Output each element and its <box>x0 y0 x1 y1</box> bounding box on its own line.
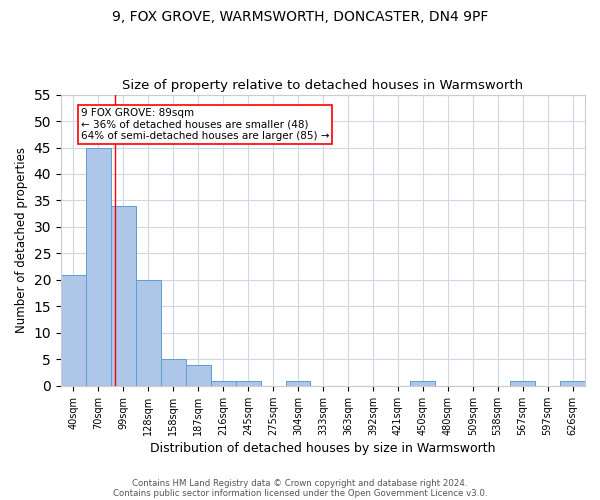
Text: 9, FOX GROVE, WARMSWORTH, DONCASTER, DN4 9PF: 9, FOX GROVE, WARMSWORTH, DONCASTER, DN4… <box>112 10 488 24</box>
Bar <box>111 206 136 386</box>
X-axis label: Distribution of detached houses by size in Warmsworth: Distribution of detached houses by size … <box>150 442 496 455</box>
Bar <box>560 380 585 386</box>
Bar <box>161 360 185 386</box>
Bar <box>236 380 260 386</box>
Bar <box>86 148 111 386</box>
Bar <box>185 364 211 386</box>
Title: Size of property relative to detached houses in Warmsworth: Size of property relative to detached ho… <box>122 79 524 92</box>
Bar <box>136 280 161 386</box>
Bar <box>61 274 86 386</box>
Text: Contains public sector information licensed under the Open Government Licence v3: Contains public sector information licen… <box>113 488 487 498</box>
Bar <box>286 380 310 386</box>
Text: 9 FOX GROVE: 89sqm
← 36% of detached houses are smaller (48)
64% of semi-detache: 9 FOX GROVE: 89sqm ← 36% of detached hou… <box>81 108 329 141</box>
Text: Contains HM Land Registry data © Crown copyright and database right 2024.: Contains HM Land Registry data © Crown c… <box>132 478 468 488</box>
Bar <box>211 380 236 386</box>
Y-axis label: Number of detached properties: Number of detached properties <box>15 147 28 333</box>
Bar <box>410 380 435 386</box>
Bar <box>510 380 535 386</box>
